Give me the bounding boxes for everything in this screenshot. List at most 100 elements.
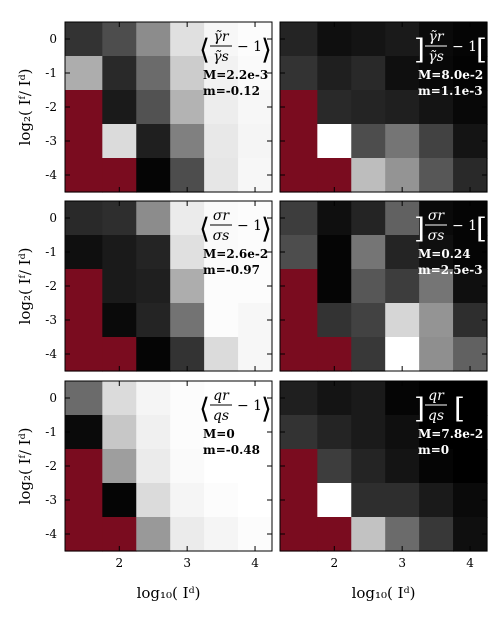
heatmap-cell bbox=[204, 303, 239, 338]
heatmap-cell bbox=[280, 381, 318, 416]
heatmap-cell bbox=[238, 124, 273, 159]
formula-numerator: qr bbox=[213, 388, 230, 404]
heatmap-cell bbox=[351, 269, 386, 304]
heatmap-cell bbox=[317, 381, 352, 416]
heatmap-cell bbox=[453, 415, 488, 450]
masked-cell bbox=[280, 517, 318, 552]
y-tick-label: -3 bbox=[45, 134, 57, 148]
heatmap-cell bbox=[419, 90, 454, 125]
stat-min: m=0 bbox=[418, 443, 449, 457]
heatmap-cell bbox=[385, 90, 420, 125]
formula-left-bracket: ] bbox=[414, 212, 425, 245]
x-tick-label: 2 bbox=[115, 556, 123, 570]
heatmap-cell bbox=[170, 483, 205, 518]
heatmap-cell bbox=[65, 22, 103, 57]
heatmap-cell bbox=[453, 517, 488, 552]
y-tick-label: -3 bbox=[45, 313, 57, 327]
heatmap-cell bbox=[136, 124, 171, 159]
heatmap-cell bbox=[453, 381, 488, 416]
x-tick-label: 3 bbox=[398, 556, 406, 570]
heatmap-cell bbox=[419, 124, 454, 159]
heatmap-cell bbox=[351, 415, 386, 450]
heatmap-cell bbox=[453, 158, 488, 193]
heatmap-cell bbox=[170, 269, 205, 304]
stat-max: M=0 bbox=[203, 427, 235, 441]
heatmap-cell bbox=[453, 22, 488, 57]
heatmap-cell bbox=[204, 381, 239, 416]
heatmap-cell bbox=[351, 449, 386, 484]
heatmap-cell bbox=[351, 22, 386, 57]
formula-left-bracket: ⟨ bbox=[199, 212, 210, 245]
formula-right-bracket: [ bbox=[476, 212, 487, 245]
panel-0-1: ] γ̃r γ̃s − 1[M=8.0e-2 m=1.1e-3 bbox=[279, 21, 488, 193]
masked-cell bbox=[280, 303, 318, 338]
heatmap-cell bbox=[102, 235, 137, 270]
formula-numerator: γ̃r bbox=[428, 29, 444, 45]
stat-min: m=-0.12 bbox=[203, 84, 260, 98]
x-tick-label: 2 bbox=[330, 556, 338, 570]
stat-min: m=-0.48 bbox=[203, 443, 260, 457]
y-tick-label: -2 bbox=[45, 279, 57, 293]
masked-cell bbox=[280, 158, 318, 193]
heatmap-cell bbox=[136, 381, 171, 416]
heatmap-cell bbox=[170, 517, 205, 552]
formula-right-bracket: ⟩ bbox=[261, 392, 272, 425]
heatmap-cell bbox=[453, 201, 488, 236]
heatmap-cell bbox=[419, 303, 454, 338]
stat-max: M=2.2e-3 bbox=[203, 68, 268, 82]
heatmap-cell bbox=[317, 124, 352, 159]
y-tick-label: -2 bbox=[45, 459, 57, 473]
heatmap-cell bbox=[170, 235, 205, 270]
x-axis-labels-layer: log₁₀( Iᵈ) log₁₀( Iᵈ) bbox=[137, 584, 416, 602]
heatmap-cell bbox=[102, 381, 137, 416]
heatmap-cell bbox=[65, 381, 103, 416]
formula-right-bracket: ⟩ bbox=[261, 33, 272, 66]
heatmap-cell bbox=[453, 303, 488, 338]
heatmap-cell bbox=[385, 235, 420, 270]
y-tick-label: -1 bbox=[45, 425, 57, 439]
heatmap-cell bbox=[351, 303, 386, 338]
heatmap-cell bbox=[317, 56, 352, 91]
heatmap-cell bbox=[136, 158, 171, 193]
formula-tail: − 1 bbox=[237, 39, 262, 55]
y-axis-label: log₂( Iᶠ/ Iᵈ) bbox=[16, 69, 34, 146]
heatmap-cell bbox=[170, 124, 205, 159]
heatmap-cell bbox=[317, 449, 352, 484]
heatmap-cell bbox=[351, 235, 386, 270]
formula-denominator: γ̃s bbox=[428, 49, 444, 65]
heatmap-cell bbox=[317, 201, 352, 236]
heatmap-cell bbox=[351, 56, 386, 91]
masked-cell bbox=[280, 124, 318, 159]
heatmap-cell bbox=[351, 201, 386, 236]
stat-max: M=0.24 bbox=[418, 247, 471, 261]
y-axis-label: log₂( Iᶠ/ Iᵈ) bbox=[16, 428, 34, 505]
heatmap-cell bbox=[102, 303, 137, 338]
formula-left-bracket: ] bbox=[414, 392, 425, 425]
masked-cell bbox=[280, 449, 318, 484]
heatmap-cell bbox=[385, 415, 420, 450]
masked-cell bbox=[65, 124, 103, 159]
formula-annotation: ⟨ qr qs − 1⟩ bbox=[199, 388, 272, 425]
heatmap-cell bbox=[453, 90, 488, 125]
heatmap-cell bbox=[170, 337, 205, 372]
stat-max: M=7.8e-2 bbox=[418, 427, 483, 441]
formula-tail: − 1 bbox=[237, 398, 262, 414]
heatmap-cell bbox=[65, 415, 103, 450]
heatmap-cell bbox=[238, 303, 273, 338]
heatmap-cell bbox=[280, 56, 318, 91]
heatmap-cell bbox=[280, 235, 318, 270]
heatmap-cell bbox=[204, 415, 239, 450]
heatmap-cell bbox=[102, 415, 137, 450]
heatmap-cell bbox=[385, 303, 420, 338]
y-tick-label: 0 bbox=[49, 211, 57, 225]
heatmap-cell bbox=[280, 415, 318, 450]
heatmap-cell bbox=[419, 517, 454, 552]
x-axis-label: log₁₀( Iᵈ) bbox=[137, 584, 201, 602]
heatmap-cell bbox=[419, 415, 454, 450]
heatmap-cell bbox=[238, 337, 273, 372]
formula-denominator: qs bbox=[213, 408, 229, 424]
heatmap-cell bbox=[238, 483, 273, 518]
heatmap-cell bbox=[204, 201, 239, 236]
formula-tail: − 1 bbox=[452, 39, 477, 55]
heatmap-cell bbox=[280, 22, 318, 57]
